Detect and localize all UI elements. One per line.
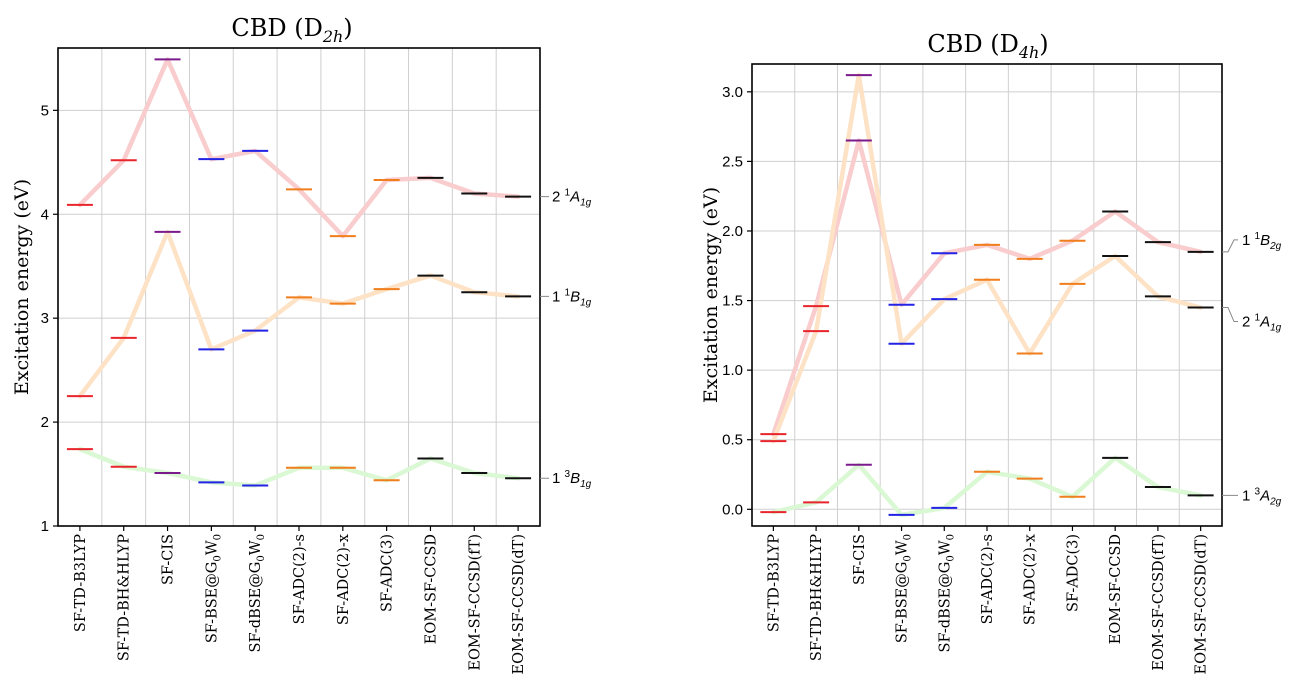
x-tick-label: SF-ADC(2)-x (336, 534, 352, 625)
state-label: 2 1A1g (552, 188, 592, 209)
chart-title: CBD (D2h) (231, 14, 352, 46)
chart-panel-d2h: 1 2 3 4 5 SF-TD-B3LYP SF-TD-BH&HLYP SF-CIS SF-BS… (11, 14, 592, 674)
y-tick-label: 1.0 (722, 362, 743, 379)
x-tick-label: SF-ADC(3) (1065, 534, 1081, 612)
y-tick-label: 2.5 (722, 153, 743, 170)
x-tick-label: SF-ADC(2)-x (1023, 534, 1039, 625)
state-label: 1 3A2g (1242, 486, 1282, 507)
y-tick-label: 1.5 (722, 293, 743, 310)
y-tick-label: 1 (41, 518, 49, 535)
plot-frame (58, 48, 540, 526)
x-tick-label: EOM-SF-CCSD (423, 534, 439, 644)
y-tick-label: 4 (41, 206, 49, 223)
state-label: 1 1B1g (552, 287, 592, 308)
x-tick-label: EOM-SF-CCSD(fT) (1151, 534, 1167, 671)
x-tick-label: SF-TD-B3LYP (73, 534, 89, 632)
state-label: 1 1B2g (1242, 231, 1282, 252)
y-tick-label: 2.0 (722, 223, 743, 240)
y-axis-label: Excitation energy (eV) (700, 187, 722, 403)
y-tick-label: 2 (41, 414, 49, 431)
y-tick-label: 0.0 (722, 501, 743, 518)
x-tick-label: SF-dBSE@G0W0 (937, 534, 956, 652)
chart-panel-d4h: 0.0 0.5 1.0 1.5 2.0 2.5 3.0 SF-TD-B3LYP SF-TD-BH… (700, 30, 1282, 674)
state-label: 1 3B1g (552, 469, 592, 490)
y-tick-label: 3 (41, 310, 49, 327)
x-tick-label: EOM-SF-CCSD (1108, 534, 1124, 644)
y-axis-label: Excitation energy (eV) (11, 179, 33, 395)
y-tick-label: 5 (41, 102, 49, 119)
x-tick-label: SF-BSE@G0W0 (204, 534, 223, 643)
chart-title: CBD (D4h) (927, 30, 1048, 62)
x-tick-label: EOM-SF-CCSD(fT) (467, 534, 483, 671)
x-tick-label: SF-ADC(2)-s (292, 534, 308, 624)
x-tick-label: SF-CIS (161, 534, 177, 585)
x-tick-label: SF-CIS (852, 534, 868, 585)
x-tick-label: SF-TD-B3LYP (766, 534, 782, 632)
y-tick-label: 0.5 (722, 432, 743, 449)
x-tick-label: EOM-SF-CCSD(dT) (1194, 534, 1210, 674)
x-tick-label: SF-ADC(3) (380, 534, 396, 612)
state-leader-line (1222, 240, 1238, 252)
state-leader-line (1222, 308, 1238, 322)
x-tick-label: SF-dBSE@G0W0 (248, 534, 267, 652)
y-tick-label: 3.0 (722, 84, 743, 101)
x-tick-label: SF-BSE@G0W0 (895, 534, 914, 643)
x-tick-label: SF-ADC(2)-s (980, 534, 996, 624)
x-tick-label: SF-TD-BH&HLYP (117, 534, 133, 661)
x-tick-label: SF-TD-BH&HLYP (809, 534, 825, 661)
x-tick-label: EOM-SF-CCSD(dT) (511, 534, 527, 674)
state-label: 2 1A1g (1242, 313, 1282, 334)
